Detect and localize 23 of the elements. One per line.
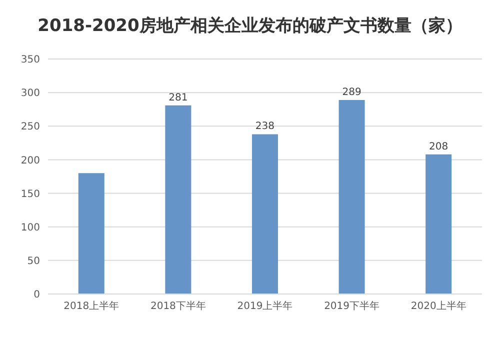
data-label: 208 [429, 141, 448, 152]
y-tick-label: 300 [20, 88, 40, 100]
y-tick-label: 150 [20, 188, 40, 200]
bar [165, 105, 192, 294]
bar [426, 154, 452, 294]
bar [338, 100, 365, 294]
y-tick-label: 200 [20, 155, 40, 166]
bar [252, 134, 278, 294]
data-label: 238 [255, 121, 275, 132]
x-tick-label: 2019下半年 [324, 300, 380, 312]
y-tick-label: 250 [20, 122, 40, 133]
x-tick-label: 2020上半年 [410, 300, 466, 312]
x-tick-label: 2019上半年 [237, 300, 293, 312]
x-tick-label: 2018下半年 [150, 300, 206, 312]
bar [78, 173, 104, 294]
y-tick-label: 50 [27, 256, 40, 267]
data-label: 289 [342, 86, 362, 98]
chart-title: 2018-2020房地产相关企业发布的破产文书数量（家） [36, 15, 464, 37]
y-tick-label: 0 [34, 290, 40, 301]
y-tick-label: 100 [20, 222, 40, 234]
y-tick-label: 350 [20, 54, 40, 66]
data-label: 281 [168, 92, 188, 104]
x-tick-label: 2018上半年 [64, 300, 120, 312]
